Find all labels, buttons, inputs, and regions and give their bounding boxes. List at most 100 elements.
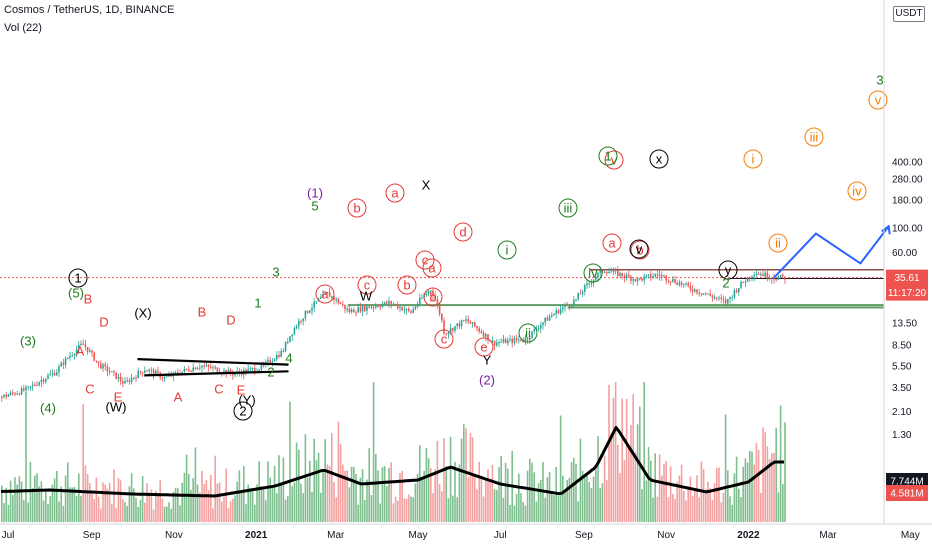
candle-body — [621, 272, 623, 277]
candle-body — [119, 376, 122, 382]
candle-body — [399, 307, 401, 309]
price-tick-label: 13.50 — [892, 319, 917, 330]
candle-body — [452, 328, 454, 331]
volume-bar — [58, 501, 60, 522]
volume-bar — [280, 483, 282, 522]
candle-body — [80, 343, 82, 345]
candle-body — [746, 277, 749, 282]
candle-body — [641, 278, 643, 281]
candle-body — [546, 317, 549, 321]
volume-bar — [746, 462, 749, 522]
time-axis[interactable]: Jul Sep Nov 2021 Mar May Jul Sep Nov 2022 Mar May — [0, 523, 932, 541]
candle-body — [89, 350, 91, 352]
volume-bar — [368, 448, 370, 522]
volume-bar — [291, 486, 293, 522]
volume-bar — [337, 421, 340, 522]
volume-bar — [38, 486, 40, 522]
wave-label: A — [76, 344, 85, 359]
wave-label-ring — [630, 240, 650, 260]
candle-body — [216, 367, 219, 372]
price-tick-label: 5.50 — [892, 361, 912, 372]
wave-label: b — [397, 275, 417, 295]
volume-bar — [502, 497, 505, 522]
price-candles — [1, 266, 786, 402]
candle-body — [412, 308, 414, 313]
candle-body — [685, 283, 687, 285]
wave-label-ring — [868, 90, 888, 110]
volume-bar — [115, 508, 117, 522]
wave-label-text: c — [441, 332, 448, 347]
volume-bar — [537, 483, 540, 522]
candle-body — [696, 289, 698, 293]
candle-body — [544, 317, 546, 323]
volume-bar — [667, 497, 670, 522]
volume-bar — [194, 447, 197, 522]
candle-body — [181, 371, 183, 375]
volume-bar — [553, 495, 555, 522]
candle-body — [432, 290, 434, 296]
wave-label: iii — [558, 198, 578, 218]
candle-body — [652, 276, 654, 278]
wave-label-text: (5) — [68, 286, 84, 301]
price-tick-label: 100.00 — [892, 224, 923, 235]
candle-body — [507, 340, 509, 344]
volume-bar — [104, 484, 106, 522]
wave-label: 5 — [311, 199, 318, 214]
wave-label-text: b — [353, 201, 360, 216]
volume-bar — [625, 398, 628, 522]
time-tick-label: 2022 — [737, 530, 760, 541]
price-axis[interactable]: 400.00280.00180.00100.0060.0023.5013.508… — [883, 0, 928, 524]
candle-body — [438, 304, 441, 314]
candle-body — [727, 298, 729, 304]
volume-bar — [432, 493, 434, 522]
volume-bar — [60, 486, 62, 522]
candle-body — [687, 283, 689, 286]
wave-label: ii — [518, 323, 538, 343]
candle-body — [500, 341, 502, 343]
wave-label: C — [214, 382, 223, 397]
candle-body — [328, 292, 331, 297]
candle-body — [766, 272, 769, 279]
currency-badge[interactable]: USDT — [893, 6, 925, 22]
candle-body — [463, 320, 465, 322]
candle-body — [223, 370, 225, 373]
candle-body — [566, 304, 568, 306]
candle-body — [548, 316, 551, 321]
candle-body — [579, 293, 582, 295]
candle-body — [7, 394, 10, 397]
volume-bar — [586, 474, 588, 522]
candle-body — [194, 367, 197, 370]
volume-bar — [751, 451, 753, 522]
candle-body — [9, 392, 12, 395]
volume-bars — [0, 382, 786, 522]
candle-body — [339, 303, 342, 305]
candle-body — [713, 297, 716, 299]
volume-bar — [760, 492, 762, 522]
candle-body — [69, 355, 71, 358]
candle-body — [749, 277, 751, 279]
volume-bar — [533, 472, 535, 522]
wave-label: 1 — [598, 146, 618, 166]
volume-bar — [691, 495, 694, 522]
wave-label: 3 — [876, 73, 883, 88]
wave-label-text: i — [752, 152, 755, 167]
candle-body — [456, 323, 458, 327]
candle-body — [520, 339, 522, 341]
price-tick-label: 2.10 — [892, 407, 912, 418]
candle-body — [667, 280, 670, 282]
candle-body — [16, 393, 18, 395]
volume-bar — [126, 505, 128, 522]
wave-label: x — [649, 149, 669, 169]
candle-body — [82, 343, 84, 345]
volume-bar — [665, 461, 667, 522]
wave-label-ring — [415, 250, 435, 270]
candle-body — [661, 275, 663, 277]
wave-label-ring — [558, 198, 578, 218]
wave-label: b — [630, 240, 650, 260]
time-tick-label: Mar — [819, 530, 837, 541]
candle-body — [56, 372, 58, 376]
wave-label-text: i — [506, 243, 509, 258]
volume-bar — [40, 481, 43, 522]
volume-bar — [47, 504, 49, 522]
